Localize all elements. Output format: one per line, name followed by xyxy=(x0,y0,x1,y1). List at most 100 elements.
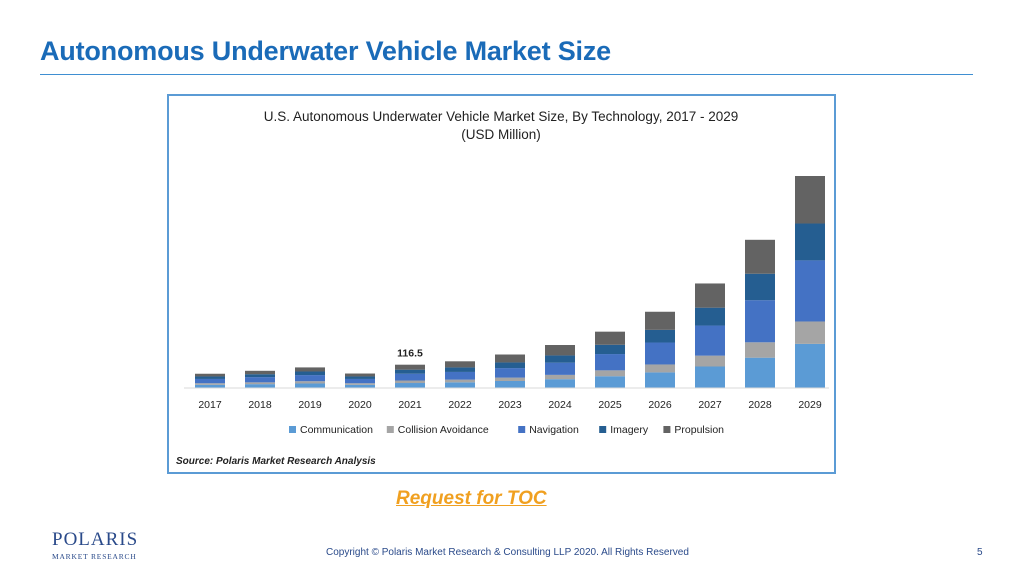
bar-collision-avoidance-2025 xyxy=(595,370,625,377)
bar-collision-avoidance-2024 xyxy=(545,374,575,380)
bar-communication-2028 xyxy=(745,357,775,388)
bar-propulsion-2026 xyxy=(645,311,675,330)
legend-swatch-navigation xyxy=(518,426,526,433)
bar-propulsion-2023 xyxy=(495,354,525,363)
bar-imagery-2028 xyxy=(745,273,775,301)
bar-propulsion-2018 xyxy=(245,370,275,375)
bar-propulsion-2024 xyxy=(545,345,575,356)
bar-imagery-2023 xyxy=(495,362,525,369)
bar-navigation-2023 xyxy=(495,368,525,378)
x-tick-2026: 2026 xyxy=(648,399,672,411)
x-tick-2025: 2025 xyxy=(598,399,622,411)
bar-imagery-2020 xyxy=(345,376,375,379)
chart-source: Source: Polaris Market Research Analysis xyxy=(176,456,376,467)
bar-imagery-2025 xyxy=(595,344,625,355)
bar-navigation-2019 xyxy=(295,375,325,382)
bar-collision-avoidance-2029 xyxy=(795,321,825,344)
x-tick-2017: 2017 xyxy=(198,399,222,411)
bar-communication-2025 xyxy=(595,376,625,388)
bar-propulsion-2019 xyxy=(295,367,325,372)
bar-imagery-2021 xyxy=(395,369,425,374)
bar-imagery-2022 xyxy=(445,367,475,372)
bar-collision-avoidance-2017 xyxy=(195,383,225,385)
copyright-text: Copyright © Polaris Market Research & Co… xyxy=(326,547,689,558)
bar-propulsion-2022 xyxy=(445,361,475,368)
legend-label-communication: Communication xyxy=(300,424,373,436)
x-tick-2019: 2019 xyxy=(298,399,322,411)
bar-imagery-2027 xyxy=(695,307,725,326)
legend-swatch-propulsion xyxy=(663,426,671,433)
bar-communication-2029 xyxy=(795,343,825,388)
x-tick-2021: 2021 xyxy=(398,399,422,411)
x-tick-2018: 2018 xyxy=(248,399,272,411)
bar-collision-avoidance-2018 xyxy=(245,382,275,385)
bar-collision-avoidance-2022 xyxy=(445,379,475,383)
chart-subtitle: (USD Million) xyxy=(461,127,541,142)
bar-collision-avoidance-2026 xyxy=(645,364,675,373)
legend-label-imagery: Imagery xyxy=(610,424,649,436)
bar-propulsion-2025 xyxy=(595,331,625,345)
bar-navigation-2017 xyxy=(195,378,225,384)
bar-imagery-2019 xyxy=(295,371,325,376)
bar-propulsion-2017 xyxy=(195,373,225,377)
bar-communication-2022 xyxy=(445,382,475,388)
bar-navigation-2025 xyxy=(595,354,625,371)
bar-collision-avoidance-2020 xyxy=(345,383,375,385)
x-tick-2029: 2029 xyxy=(798,399,822,411)
legend-label-navigation: Navigation xyxy=(529,424,579,436)
bar-navigation-2029 xyxy=(795,260,825,322)
chart-frame: U.S. Autonomous Underwater Vehicle Marke… xyxy=(167,94,836,474)
bar-collision-avoidance-2021 xyxy=(395,380,425,384)
legend-label-propulsion: Propulsion xyxy=(674,424,724,436)
x-tick-2024: 2024 xyxy=(548,399,572,411)
bar-communication-2021 xyxy=(395,383,425,388)
bar-communication-2023 xyxy=(495,380,525,388)
bar-navigation-2024 xyxy=(545,362,575,375)
bar-communication-2024 xyxy=(545,379,575,388)
bar-navigation-2021 xyxy=(395,373,425,381)
x-tick-2022: 2022 xyxy=(448,399,472,411)
x-tick-2027: 2027 xyxy=(698,399,722,411)
bar-communication-2027 xyxy=(695,366,725,388)
bar-communication-2019 xyxy=(295,383,325,388)
bar-propulsion-2028 xyxy=(745,239,775,274)
bar-imagery-2026 xyxy=(645,329,675,343)
bar-propulsion-2021 xyxy=(395,364,425,370)
chart-annotations: 116.5 xyxy=(397,348,423,360)
bar-navigation-2018 xyxy=(245,377,275,383)
bar-navigation-2022 xyxy=(445,371,475,380)
x-tick-2023: 2023 xyxy=(498,399,522,411)
bar-collision-avoidance-2027 xyxy=(695,355,725,367)
data-label-2021: 116.5 xyxy=(397,348,423,360)
legend-label-collision-avoidance: Collision Avoidance xyxy=(398,424,489,436)
bar-communication-2017 xyxy=(195,384,225,388)
logo-sub-text: MARKET RESEARCH xyxy=(52,552,137,561)
bar-communication-2018 xyxy=(245,384,275,388)
title-divider xyxy=(40,74,973,75)
bar-communication-2020 xyxy=(345,384,375,388)
bar-imagery-2029 xyxy=(795,223,825,261)
bar-collision-avoidance-2023 xyxy=(495,377,525,381)
market-size-chart: U.S. Autonomous Underwater Vehicle Marke… xyxy=(176,109,829,467)
logo-main-text: POLARIS xyxy=(52,529,139,550)
bar-collision-avoidance-2028 xyxy=(745,342,775,358)
bar-navigation-2020 xyxy=(345,378,375,384)
bar-communication-2026 xyxy=(645,372,675,388)
bar-navigation-2028 xyxy=(745,300,775,343)
x-axis-ticks: 2017 2018 2019 2020 2021 2022 2023 2024 2025 2026… xyxy=(198,399,822,411)
bar-propulsion-2029 xyxy=(795,176,825,224)
chart-title: U.S. Autonomous Underwater Vehicle Marke… xyxy=(264,109,739,124)
legend-swatch-communication xyxy=(289,426,296,433)
chart-legend: Communication Collision Avoidance Navigati… xyxy=(289,424,724,436)
chart-bars xyxy=(195,176,825,388)
slide-title: Autonomous Underwater Vehicle Market Siz… xyxy=(40,36,611,66)
bar-imagery-2017 xyxy=(195,376,225,379)
polaris-logo: POLARIS MARKET RESEARCH xyxy=(52,530,138,561)
request-toc-link[interactable]: Request for TOC xyxy=(396,488,547,509)
bar-imagery-2024 xyxy=(545,355,575,363)
page-number: 5 xyxy=(977,547,983,558)
bar-navigation-2027 xyxy=(695,325,725,356)
bar-navigation-2026 xyxy=(645,342,675,365)
legend-swatch-collision-avoidance xyxy=(386,426,394,433)
bar-collision-avoidance-2019 xyxy=(295,381,325,384)
